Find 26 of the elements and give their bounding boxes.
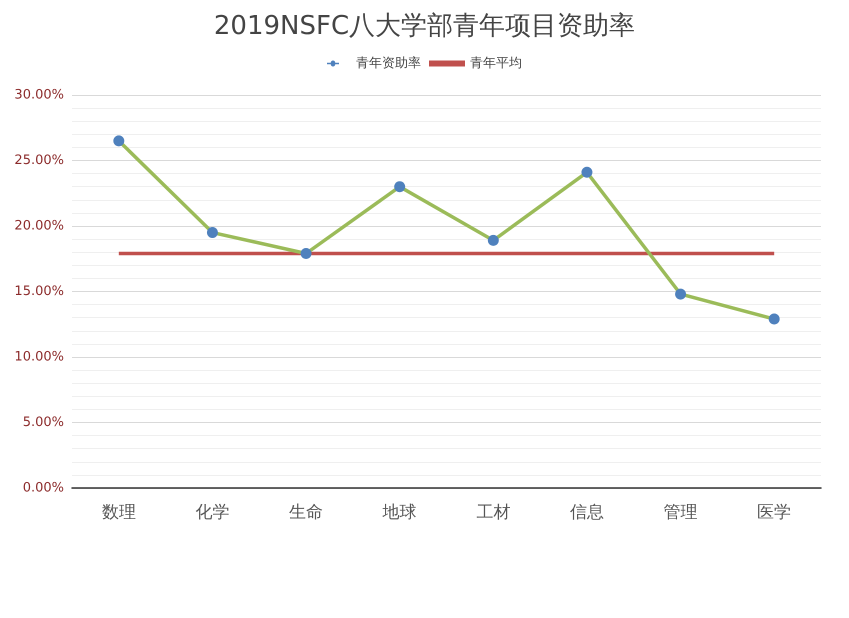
point <box>206 227 218 238</box>
y-tick-label: 25.00% <box>14 153 64 168</box>
x-tick-label: 信息 <box>570 502 604 522</box>
x-tick-label: 化学 <box>195 502 230 522</box>
legend-label: 青年资助率 <box>356 55 421 71</box>
y-tick-label: 10.00% <box>14 350 64 364</box>
point <box>113 135 124 146</box>
y-tick-label: 5.00% <box>22 415 64 430</box>
legend-label: 青年平均 <box>470 56 522 71</box>
x-tick-label: 医学 <box>757 502 792 522</box>
chart-title: 2019NSFC八大学部青年项目资助率 <box>214 11 636 41</box>
x-tick-label: 地球 <box>382 502 417 522</box>
point <box>300 248 312 260</box>
x-tick-label: 生命 <box>289 502 324 522</box>
point <box>394 181 406 192</box>
x-tick-label: 数理 <box>102 502 136 522</box>
point <box>768 314 780 325</box>
y-tick-label: 30.00% <box>14 88 64 102</box>
point <box>581 166 592 178</box>
point <box>488 234 499 246</box>
point <box>675 288 686 300</box>
x-tick-label: 管理 <box>664 502 698 522</box>
y-tick-label: 15.00% <box>14 284 64 299</box>
x-tick-label: 工材 <box>476 502 510 522</box>
y-tick-label: 20.00% <box>14 218 64 234</box>
y-tick-label: 0.00% <box>22 480 64 496</box>
